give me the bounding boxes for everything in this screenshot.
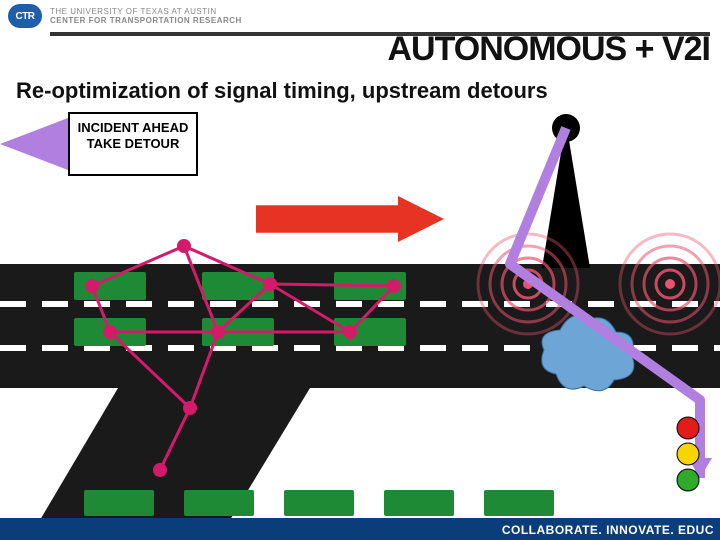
broadcast-tower — [542, 122, 590, 268]
slide-title: AUTONOMOUS + V2I — [388, 30, 711, 69]
vehicle-bottom-row-2 — [284, 490, 354, 516]
v2v-node — [103, 325, 117, 339]
traffic-light-red — [677, 417, 699, 439]
off-ramp — [40, 388, 310, 520]
vehicle-bottom-row-1 — [184, 490, 254, 516]
vehicle-bottom-row-0 — [84, 490, 154, 516]
vehicle-bottom-row-3 — [384, 490, 454, 516]
logo-badge: CTR — [8, 4, 42, 28]
v2v-node — [343, 325, 357, 339]
traffic-light-green — [677, 469, 699, 491]
v2v-node — [263, 277, 277, 291]
v2v-node — [177, 239, 191, 253]
v2v-node — [387, 279, 401, 293]
detour-sign: INCIDENT AHEAD TAKE DETOUR — [68, 112, 198, 176]
v2v-node — [211, 325, 225, 339]
org-line-2: CENTER FOR TRANSPORTATION RESEARCH — [50, 16, 242, 25]
v2v-node — [85, 279, 99, 293]
vehicle-bottom-row-4 — [484, 490, 554, 516]
footer-text: COLLABORATE. INNOVATE. EDUC — [502, 523, 714, 537]
org-line-1: THE UNIVERSITY OF TEXAS AT AUSTIN — [50, 7, 242, 16]
traffic-light-yellow — [677, 443, 699, 465]
v2v-edge — [270, 284, 394, 286]
vehicle-top-0 — [74, 272, 146, 300]
v2v-node — [153, 463, 167, 477]
v2v-node — [183, 401, 197, 415]
vehicle-top-1 — [202, 272, 274, 300]
red-arrow — [256, 196, 444, 242]
signal-wave-center — [665, 279, 675, 289]
org-name: THE UNIVERSITY OF TEXAS AT AUSTIN CENTER… — [50, 7, 242, 25]
